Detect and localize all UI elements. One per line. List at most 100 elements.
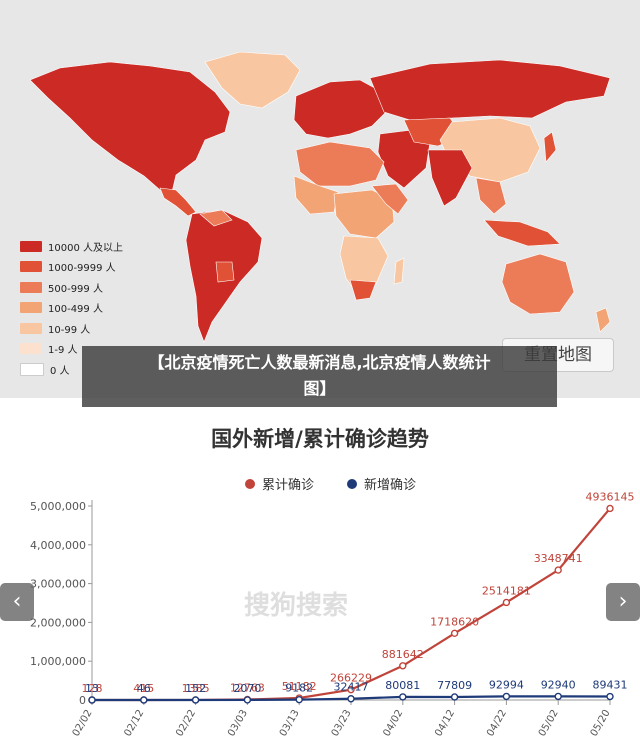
x-tick-label: 05/02 [537,708,561,738]
legend-label: 100-499 人 [48,304,103,316]
data-label: 1718620 [430,615,479,628]
legend-label: 0 人 [50,365,70,377]
map-region-bolivia [215,261,235,283]
data-point [399,693,407,701]
data-point [606,692,614,701]
data-label: 89431 [593,679,628,692]
data-label: 12763 [230,682,265,695]
map-region-europe [293,79,387,139]
prev-image-button[interactable]: ‹ [0,583,34,621]
data-label: 266229 [330,672,372,685]
map-region-north-america [29,61,231,193]
data-label: 881642 [382,648,424,661]
legend-item[interactable]: 1000-9999 人 [20,257,123,278]
map-region-new-zealand [595,307,611,333]
data-label: 9182 [285,682,313,695]
data-point [88,696,96,704]
map-region-indonesia [483,219,561,247]
map-region-central-africa [333,189,395,239]
legend-swatch [20,362,44,376]
data-label: 32417 [334,681,369,694]
article-title-overlay: 【北京疫情死亡人数最新消息,北京疫情人数统计 图】 [82,346,557,407]
x-tick-label: 05/20 [589,708,613,738]
data-label: 3348741 [534,552,583,565]
data-point [399,662,407,670]
legend-marker [347,479,357,489]
legend-item[interactable]: 1-9 人 [20,339,123,360]
legend-label: 1-9 人 [48,345,78,357]
data-point [243,696,252,704]
legend-label: 10-99 人 [48,324,91,336]
article-title-line1: 【北京疫情死亡人数最新消息,北京疫情人数统计 [148,353,491,372]
data-label: 415 [133,682,154,695]
data-label: 13 [85,682,99,695]
legend-item[interactable]: 10-99 人 [20,318,123,339]
data-label: 92940 [541,678,576,691]
data-point [347,695,355,703]
legend-swatch [20,322,42,334]
data-label: 77809 [437,679,472,692]
world-map[interactable] [0,0,640,398]
map-legend: 10000 人及以上 1000-9999 人 500-999 人 100-499… [20,236,123,380]
data-label: 1385 [182,682,210,695]
y-tick-label: 2,000,000 [30,616,86,629]
data-point [554,692,562,701]
y-tick-label: 5,000,000 [30,500,86,513]
y-tick-label: 3,000,000 [30,578,86,591]
data-label: 92994 [489,678,524,691]
map-region-australia [501,253,575,315]
y-tick-label: 0 [79,694,86,707]
data-label: 80081 [385,679,420,692]
x-tick-label: 02/22 [174,708,198,738]
data-label: 51182 [282,680,317,693]
data-label: 2514181 [482,584,531,597]
article-title-line2: 图】 [303,379,336,398]
legend-item[interactable]: 10000 人及以上 [20,236,123,257]
data-point [606,504,614,513]
x-tick-label: 04/02 [381,708,405,738]
legend-item[interactable]: 500-999 人 [20,277,123,298]
legend-swatch [20,281,42,293]
map-region-madagascar [393,257,405,285]
legend-series-label: 累计确诊 [262,478,314,493]
map-region-south-africa [349,279,377,301]
data-point [191,696,200,704]
legend-marker [245,479,255,489]
y-tick-label: 4,000,000 [30,539,86,552]
x-tick-label: 03/23 [330,708,354,738]
data-point [502,598,511,607]
x-tick-label: 03/13 [278,708,302,738]
data-point [295,695,303,704]
legend-swatch [20,240,42,252]
data-point [502,692,511,701]
data-point [450,693,459,701]
data-point [140,696,148,704]
legend-series-label: 新增确诊 [364,477,416,493]
data-point [450,629,459,638]
legend-swatch [20,261,42,273]
map-region-greenland [204,51,301,109]
next-image-button[interactable]: › [606,583,640,621]
data-label: 152 [185,682,206,695]
map-region-southeast-asia [475,177,507,215]
data-point [554,566,562,574]
data-label: 128 [82,682,103,695]
legend-label: 500-999 人 [48,283,103,295]
data-point [347,685,355,694]
legend-item[interactable]: 0 人 [20,359,123,380]
x-tick-label: 03/03 [226,708,250,738]
map-region-japan [543,131,557,163]
map-region-india [427,149,473,207]
map-region-north-africa [295,141,385,187]
map-region-venezuela [199,209,233,227]
map-region-west-africa [293,175,339,215]
legend-swatch [20,343,42,355]
x-tick-label: 04/22 [485,708,509,738]
legend-swatch [20,302,42,314]
legend-item[interactable]: 100-499 人 [20,298,123,319]
data-label: 4936145 [586,490,635,503]
x-tick-label: 04/12 [433,708,457,738]
chart-title: 国外新增/累计确诊趋势 [211,427,429,451]
y-tick-label: 1,000,000 [30,655,86,668]
